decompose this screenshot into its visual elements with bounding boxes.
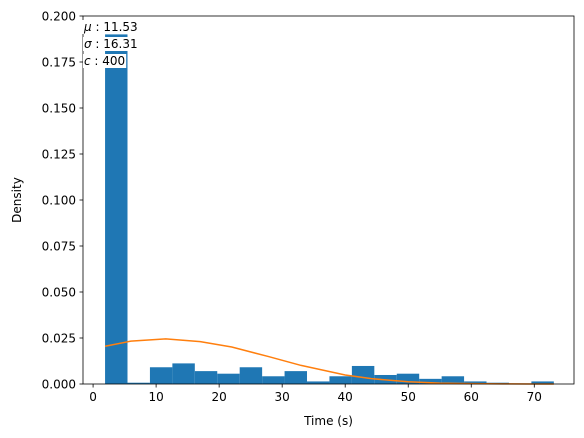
mu-label: μ : 11.53 <box>83 20 138 34</box>
x-tick-label: 60 <box>464 390 479 404</box>
y-tick-label: 0.150 <box>42 101 76 115</box>
histogram-bar <box>194 371 218 384</box>
count-label: c : 400 <box>84 54 125 68</box>
x-tick-label: 40 <box>338 390 353 404</box>
histogram-bar <box>127 382 150 384</box>
histogram-bar <box>217 373 240 384</box>
y-axis-label: Density <box>10 177 24 223</box>
x-tick-label: 0 <box>89 390 97 404</box>
histogram-bar <box>105 34 128 385</box>
x-tick-label: 10 <box>148 390 163 404</box>
y-tick-label: 0.100 <box>42 193 76 207</box>
x-tick-label: 30 <box>275 390 290 404</box>
x-axis-ticks: 0 10 20 30 40 50 60 70 <box>89 384 542 404</box>
histogram-bar <box>284 371 308 384</box>
histogram-bars <box>105 34 554 385</box>
y-tick-label: 0.025 <box>42 331 76 345</box>
histogram-bar <box>149 367 173 384</box>
stats-annotation: μ : 11.53 σ : 16.31 c : 400 <box>82 20 139 68</box>
histogram-bar <box>419 378 442 384</box>
histogram-bar <box>262 376 285 384</box>
y-tick-label: 0.200 <box>42 9 76 23</box>
histogram-bar <box>531 381 554 384</box>
annotation-background <box>83 37 139 51</box>
plot-frame <box>82 15 575 385</box>
x-tick-label: 70 <box>527 390 542 404</box>
y-axis-ticks: 0.000 0.025 0.050 0.075 0.100 0.125 0.150 0.175… <box>42 9 83 391</box>
histogram-bar <box>239 367 263 384</box>
y-tick-label: 0.050 <box>42 285 76 299</box>
x-axis-label: Time (s) <box>303 414 353 428</box>
histogram-bar <box>441 376 465 384</box>
histogram-bar <box>307 381 330 384</box>
histogram-bar <box>329 376 352 384</box>
histogram-bar <box>172 363 195 384</box>
x-tick-label: 50 <box>401 390 416 404</box>
x-tick-label: 20 <box>212 390 227 404</box>
y-tick-label: 0.000 <box>42 377 76 391</box>
sigma-label: σ : 16.31 <box>84 37 138 51</box>
axes: 0 10 20 30 40 50 60 70 0.000 0.025 0.050 0.075 0.10… <box>42 9 575 404</box>
annotation-background <box>82 20 139 34</box>
y-tick-label: 0.075 <box>42 239 76 253</box>
y-tick-label: 0.175 <box>42 55 76 69</box>
y-tick-label: 0.125 <box>42 147 76 161</box>
histogram-bar <box>351 365 375 384</box>
histogram-bar <box>396 373 420 384</box>
annotation-background <box>83 54 127 68</box>
histogram-bar <box>464 381 487 384</box>
